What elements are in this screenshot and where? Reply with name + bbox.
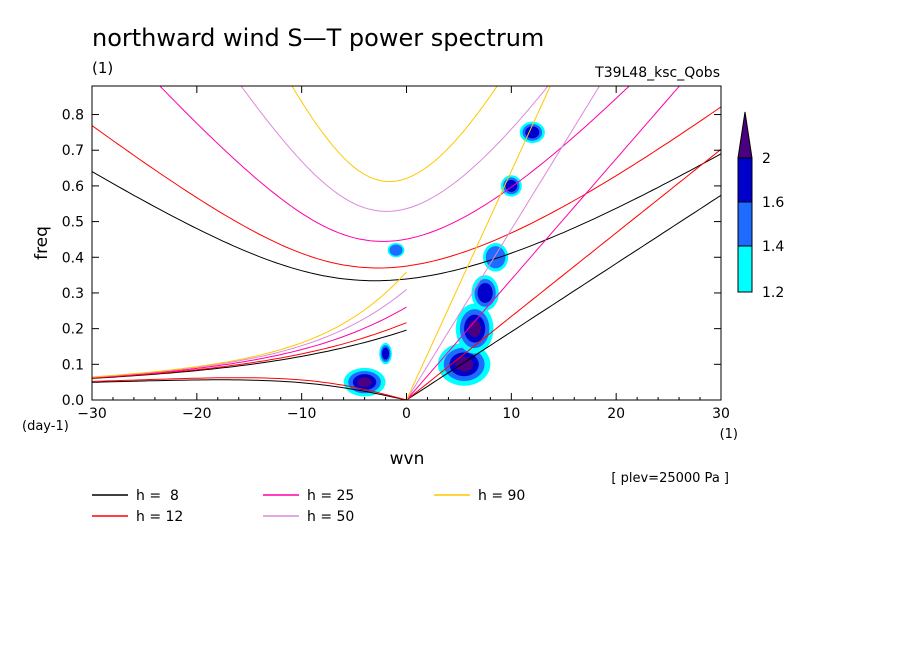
level-note: [ plev=25000 Pa ]	[611, 471, 729, 486]
rossby-curve	[92, 379, 409, 400]
inertia-gravity-curve	[92, 106, 721, 269]
chart-title: northward wind S—T power spectrum	[92, 24, 544, 52]
legend: h = 8 h = 12 h = 25 h = 50 h = 90	[92, 488, 525, 525]
x-tick-label: 20	[607, 406, 625, 422]
x-tick-label: −20	[182, 406, 212, 422]
axis-ticks: −30 −20 −10 0 10 20 30 0.0 0.1 0.2 0.3 0.4 0.5 0.6 0.7…	[62, 86, 730, 422]
x-tick-label: 0	[402, 406, 411, 422]
x-tick-label: 30	[712, 406, 730, 422]
dispersion-curves	[92, 86, 721, 400]
power-contour	[357, 377, 372, 388]
y-tick-label: 0.1	[62, 357, 84, 373]
y-tick-label: 0.4	[62, 250, 84, 266]
power-contour	[477, 282, 493, 303]
power-contour	[382, 347, 390, 360]
power-contour	[485, 246, 506, 269]
colorbar-triangle	[737, 111, 753, 159]
inertia-gravity-curve	[159, 86, 630, 242]
x-unit-label: (1)	[720, 427, 738, 442]
power-contour	[389, 244, 403, 256]
y-unit-label: (day-1)	[22, 419, 69, 434]
legend-item-h50: h = 50	[263, 509, 354, 525]
colorbar-label-14: 1.4	[762, 239, 784, 255]
inertia-gravity-curve	[92, 153, 721, 282]
legend-label-h25: h = 25	[307, 488, 354, 504]
y-tick-label: 0.2	[62, 322, 84, 338]
x-axis-title: wvn	[390, 449, 425, 469]
kelvin-curve	[406, 194, 721, 400]
legend-item-h90: h = 90	[434, 488, 525, 504]
y-tick-label: 0.3	[62, 286, 84, 302]
power-contour	[468, 320, 482, 338]
legend-label-h90: h = 90	[478, 488, 525, 504]
mixed-rossby-gravity-curve	[92, 306, 407, 378]
kelvin-curve	[406, 86, 681, 400]
legend-item-h8: h = 8	[92, 488, 179, 504]
kelvin-curve	[406, 86, 601, 400]
mixed-rossby-gravity-curve	[92, 271, 407, 378]
colorbar-segment-1	[737, 157, 753, 203]
y-tick-label: 0.8	[62, 108, 84, 124]
power-contour	[455, 357, 474, 372]
legend-item-h25: h = 25	[263, 488, 354, 504]
inertia-gravity-curve	[240, 86, 549, 212]
plot-area	[92, 86, 721, 400]
kelvin-curve	[406, 86, 551, 400]
rossby-curve	[92, 377, 409, 400]
mixed-rossby-gravity-curve	[92, 322, 407, 379]
legend-label-h8: h = 8	[136, 488, 179, 504]
legend-label-h12: h = 12	[136, 509, 183, 525]
colorbar-segment-3	[737, 245, 753, 293]
colorbar-label-12: 1.2	[762, 285, 784, 301]
run-label: T39L48_ksc_Qobs	[594, 65, 720, 81]
power-contour	[525, 126, 540, 139]
inertia-gravity-curve	[291, 86, 498, 183]
colorbar-label-16: 1.6	[762, 195, 784, 211]
unit-label: (1)	[92, 59, 113, 77]
x-tick-label: 10	[502, 406, 520, 422]
colorbar-segment-2	[737, 201, 753, 247]
x-tick-label: −10	[287, 406, 317, 422]
y-tick-label: 0.7	[62, 143, 84, 159]
colorbar-label-2: 2	[762, 151, 771, 167]
legend-item-h12: h = 12	[92, 509, 183, 525]
legend-label-h50: h = 50	[307, 509, 354, 525]
colorbar: 2 1.6 1.4 1.2	[737, 111, 784, 301]
y-tick-label: 0.5	[62, 215, 84, 231]
x-tick-label: −30	[77, 406, 107, 422]
y-tick-label: 0.6	[62, 179, 84, 195]
y-tick-label: 0.0	[62, 393, 84, 409]
y-axis-title: freq	[32, 226, 52, 260]
kelvin-curve	[406, 148, 721, 400]
